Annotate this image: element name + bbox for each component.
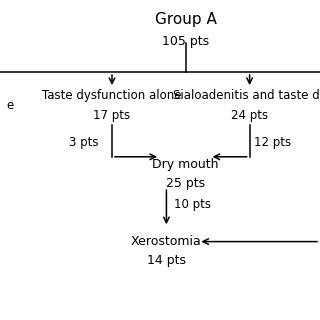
- Text: Sialoadenitis and taste dy: Sialoadenitis and taste dy: [173, 90, 320, 102]
- Text: 24 pts: 24 pts: [231, 109, 268, 122]
- Text: 14 pts: 14 pts: [147, 254, 186, 267]
- Text: 10 pts: 10 pts: [174, 198, 212, 211]
- Text: 12 pts: 12 pts: [254, 136, 292, 149]
- Text: Dry mouth: Dry mouth: [152, 158, 219, 171]
- Text: 25 pts: 25 pts: [166, 178, 205, 190]
- Text: Xerostomia: Xerostomia: [131, 235, 202, 248]
- Text: 17 pts: 17 pts: [93, 109, 131, 122]
- Text: Taste dysfunction alone: Taste dysfunction alone: [42, 90, 182, 102]
- Text: 105 pts: 105 pts: [162, 35, 209, 48]
- Text: e: e: [6, 99, 14, 112]
- Text: 3 pts: 3 pts: [69, 136, 98, 149]
- Text: Group A: Group A: [155, 12, 217, 27]
